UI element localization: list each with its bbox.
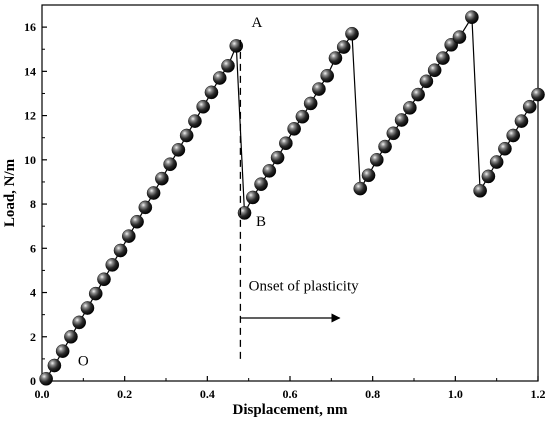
x-tick-label: 1.2	[531, 387, 546, 401]
data-point	[155, 171, 169, 186]
x-tick-label: 0.4	[200, 387, 215, 401]
data-point	[489, 155, 504, 169]
data-point	[378, 139, 392, 154]
data-points-group	[39, 10, 545, 386]
data-point	[320, 68, 335, 83]
data-point	[130, 214, 144, 229]
data-point	[403, 101, 417, 115]
data-point	[498, 141, 512, 156]
data-point	[245, 190, 260, 205]
y-tick-label: 12	[24, 109, 36, 123]
data-point	[279, 136, 293, 151]
data-point	[105, 258, 120, 272]
data-point	[506, 128, 521, 143]
point-a-label: A	[252, 15, 263, 31]
data-point	[204, 85, 219, 100]
data-point	[436, 51, 450, 65]
annotations-group: O A B Onset of plasticity	[78, 15, 359, 369]
data-point	[514, 114, 529, 128]
y-tick-label: 14	[24, 64, 36, 78]
data-point	[312, 82, 326, 96]
data-point	[188, 114, 202, 128]
data-point	[72, 315, 86, 330]
data-point	[196, 99, 210, 114]
data-point	[55, 344, 70, 358]
data-point	[97, 272, 111, 287]
data-point	[221, 59, 235, 73]
data-point	[353, 181, 368, 196]
y-tick-label: 6	[30, 241, 36, 255]
data-point	[522, 99, 537, 114]
point-b-label: B	[256, 214, 266, 230]
data-point	[138, 200, 153, 215]
x-tick-label: 0.2	[117, 387, 132, 401]
data-point	[237, 206, 252, 220]
data-point	[171, 143, 186, 157]
data-point	[146, 186, 161, 200]
data-point	[345, 26, 359, 41]
data-point	[113, 243, 128, 258]
x-axis: 0.0 0.2 0.4 0.6 0.8 1.0 1.2	[35, 376, 546, 401]
data-point	[531, 87, 545, 102]
x-tick-label: 1.0	[448, 387, 463, 401]
data-point	[361, 168, 376, 183]
x-tick-label: 0.8	[365, 387, 380, 401]
y-tick-label: 8	[30, 197, 36, 211]
onset-label: Onset of plasticity	[249, 278, 359, 294]
y-tick-label: 16	[24, 20, 36, 34]
data-point	[163, 157, 177, 172]
plot-area-border	[41, 4, 539, 382]
data-point	[80, 301, 95, 315]
y-axis-title: Load, N/m	[2, 158, 18, 227]
data-point	[427, 63, 442, 78]
x-tick-label: 0.6	[283, 387, 298, 401]
data-point	[262, 164, 277, 178]
data-point	[254, 177, 268, 191]
data-point	[419, 74, 434, 89]
data-point	[465, 10, 479, 24]
data-point	[369, 153, 384, 167]
data-point	[229, 39, 244, 53]
data-point	[386, 126, 401, 141]
series-line-group	[45, 15, 539, 380]
data-point	[39, 371, 53, 386]
data-point	[47, 358, 62, 373]
y-tick-label: 4	[30, 286, 36, 300]
y-tick-label: 10	[24, 153, 36, 167]
y-tick-label: 0	[30, 374, 36, 388]
data-point	[473, 183, 487, 198]
data-point	[328, 51, 343, 65]
data-point	[179, 128, 194, 143]
y-tick-label: 2	[30, 330, 36, 344]
data-point	[287, 122, 301, 136]
data-point	[88, 286, 103, 301]
origin-label: O	[78, 354, 89, 370]
data-point	[452, 30, 467, 44]
y-axis: 0 2 4 6 8 10 12 14 16	[24, 20, 47, 388]
data-point	[212, 71, 227, 85]
data-point	[303, 96, 318, 111]
x-tick-label: 0.0	[35, 387, 50, 401]
x-axis-title: Displacement, nm	[233, 402, 348, 418]
data-point	[122, 229, 136, 243]
data-point	[336, 40, 351, 54]
data-point	[295, 109, 310, 124]
plot-frame	[41, 4, 539, 382]
data-point	[411, 87, 425, 102]
data-point	[394, 113, 409, 127]
data-point	[481, 169, 496, 184]
data-point	[64, 329, 78, 344]
data-point	[270, 150, 285, 165]
series-line	[45, 15, 539, 380]
